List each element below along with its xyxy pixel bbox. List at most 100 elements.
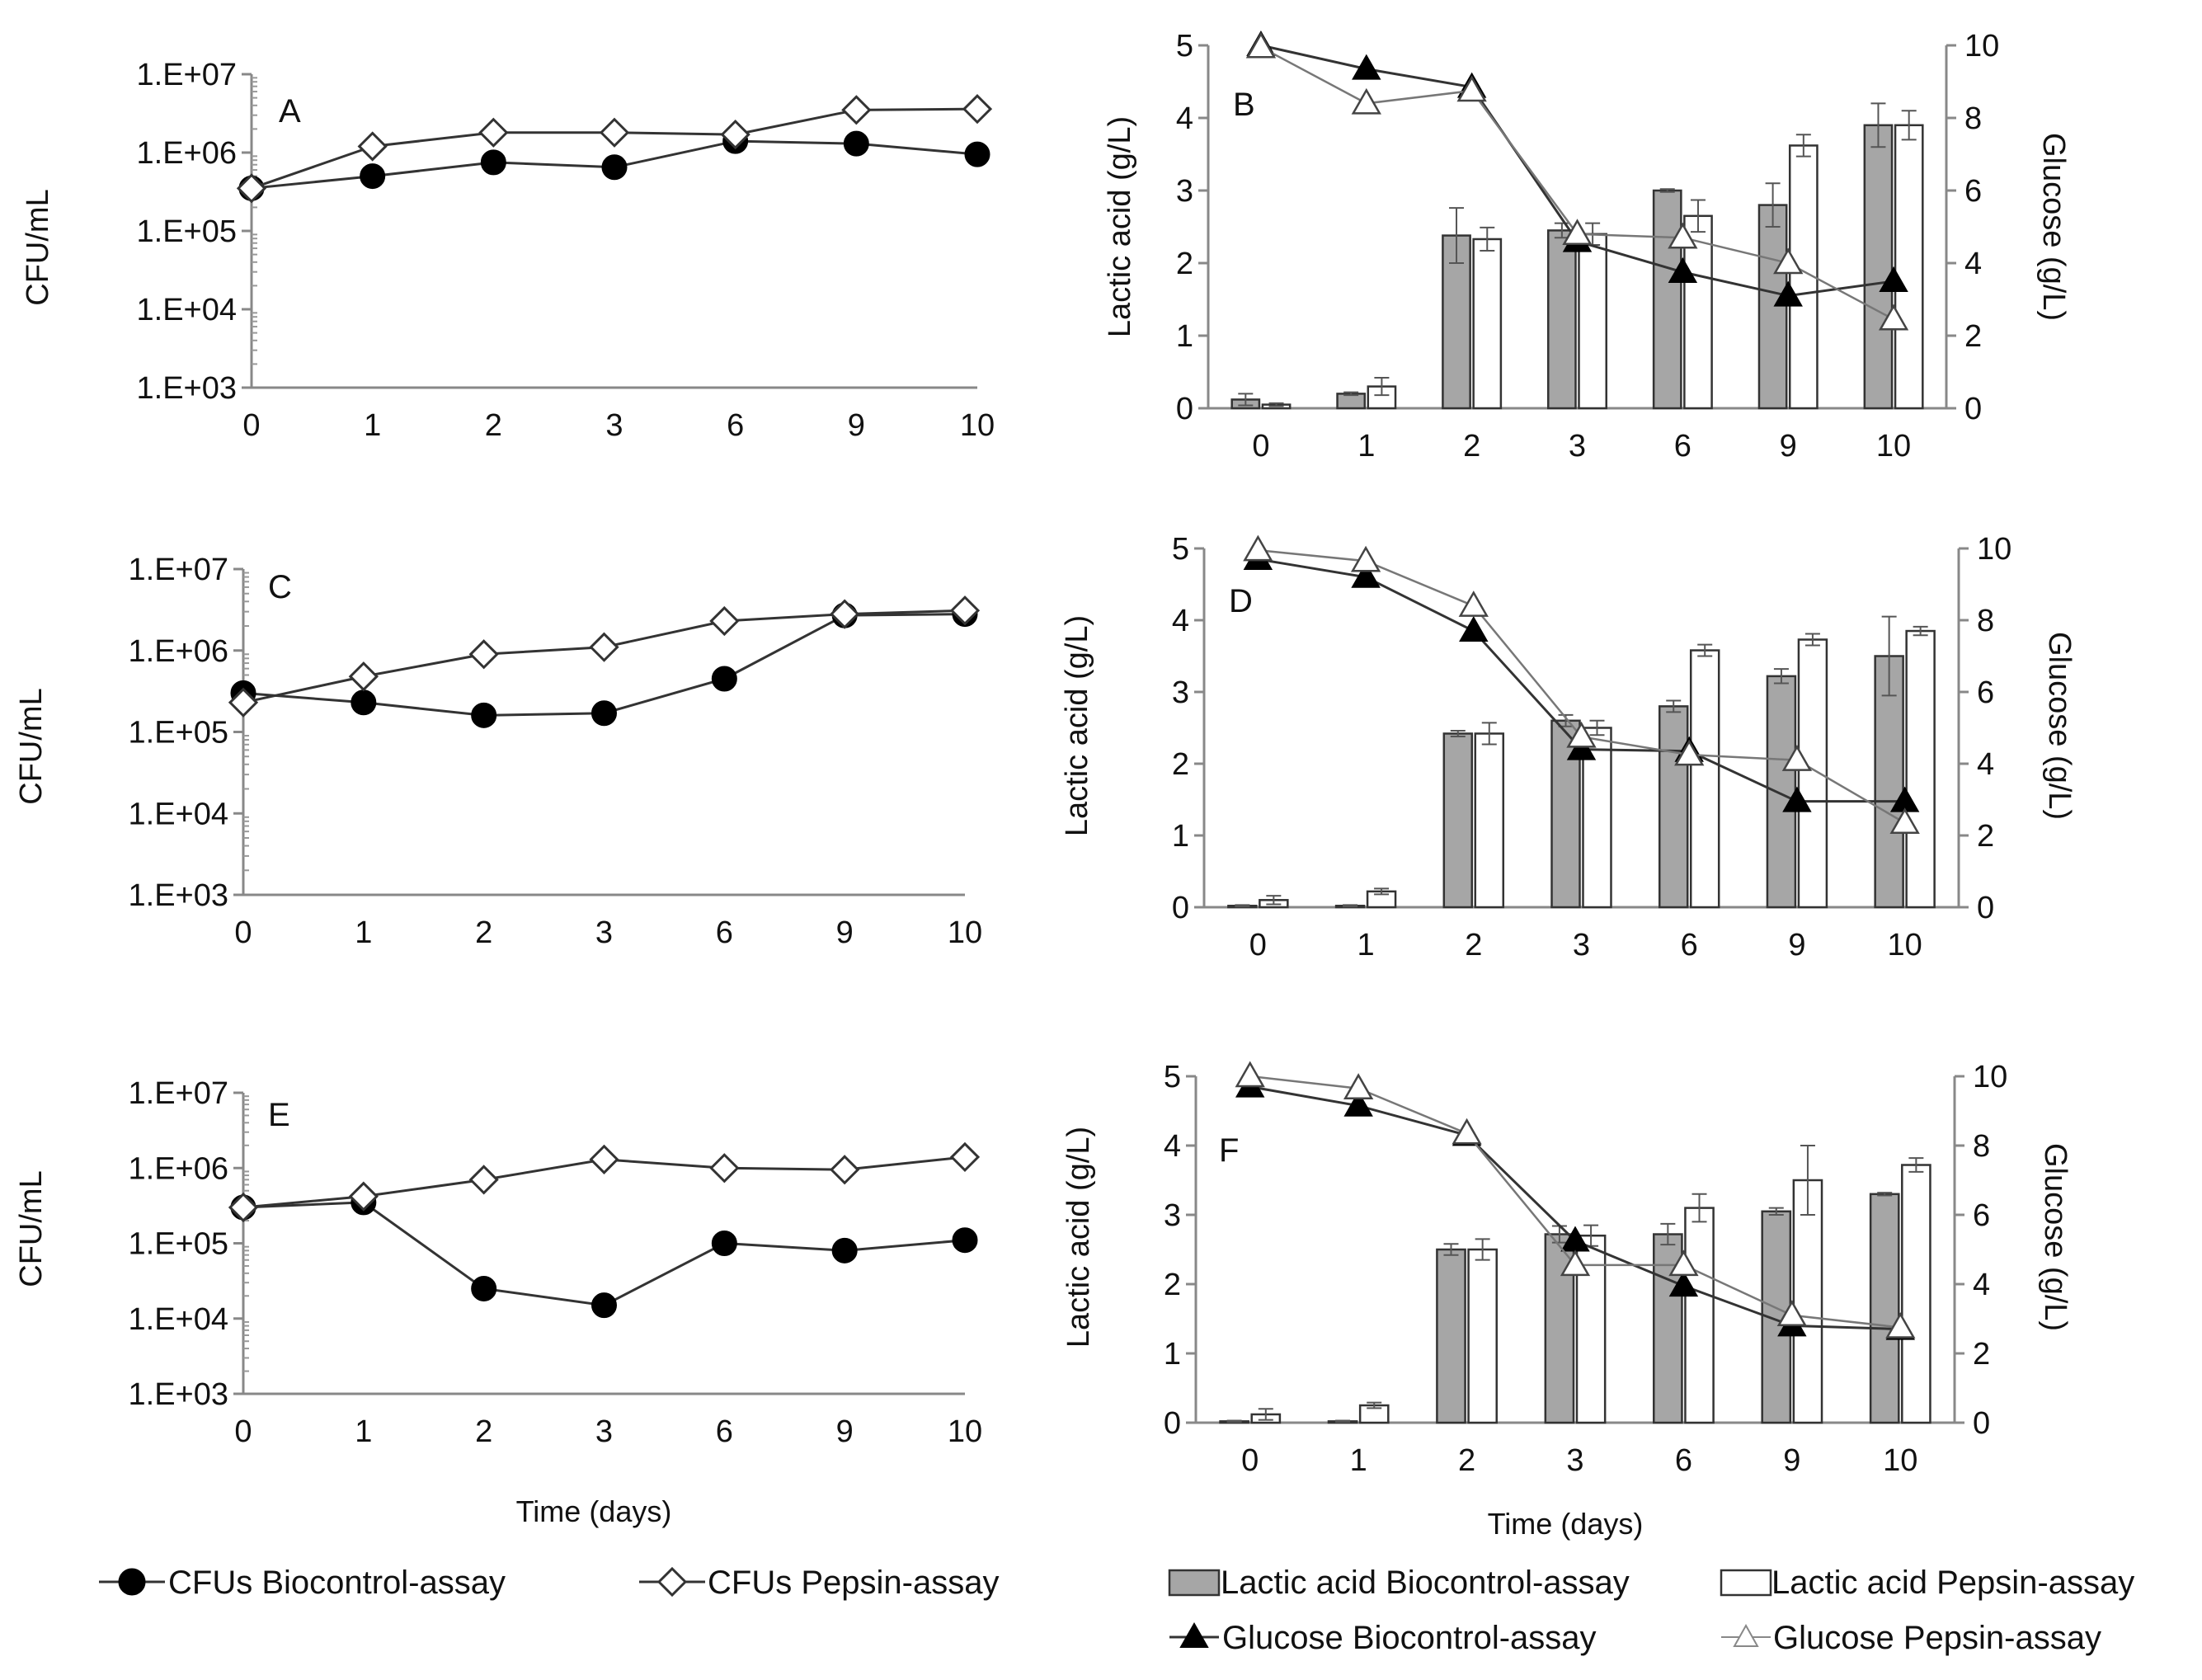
data-point-cfu-biocontrol [831,1237,858,1264]
bar-lactic-pepsin [1792,1179,1823,1424]
data-point-cfu-pepsin [949,595,981,626]
y2-tick-label: 0 [1964,392,1982,426]
y-tick-label: 3 [1172,675,1189,710]
data-point-cfu-biocontrol [351,689,377,716]
y-tick-label: 2 [1172,747,1189,782]
data-point-cfu-biocontrol [591,700,617,727]
data-point-cfu-pepsin [720,119,750,150]
x-tick-label: 6 [716,915,733,950]
y-tick-label: 1.E+05 [129,1227,229,1262]
x-tick-label: 0 [234,1414,252,1449]
bar-lactic-pepsin [1905,629,1936,909]
y2-tick-label: 2 [1977,819,1994,854]
data-point-glucose-pepsin [1343,1073,1374,1099]
data-point-cfu-biocontrol [711,1231,737,1256]
y-tick-label: 1.E+03 [137,371,238,406]
y2-tick-label: 0 [1973,1406,1990,1441]
bar-lactic-biocontrol [1652,189,1682,410]
data-point-glucose-pepsin [1885,1311,1916,1339]
y-tick-label: 1 [1164,1337,1181,1372]
y-tick-label: 1.E+04 [129,797,229,831]
x-tick-label: 2 [475,1414,492,1449]
x-tick-label: 10 [1876,429,1911,464]
y-axis-title: Lactic acid (g/L) [1061,1127,1096,1348]
legend-lactic-pepsin: Lactic acid Pepsin-assay [1720,1565,2134,1601]
panel-e: 1.E+03 1.E+04 1.E+05 1.E+06 1.E+07 0 1 2 3 6 9 10 CF… [14,1076,982,1528]
x-tick-label: 0 [1241,1443,1259,1478]
data-point-glucose-biocontrol [1351,562,1381,588]
data-point-cfu-biocontrol [601,154,628,181]
data-point-cfu-pepsin [357,131,388,162]
y2-tick-label: 2 [1964,319,1982,354]
bar-lactic-pepsin [1474,732,1505,909]
x-tick-label: 6 [1675,1443,1692,1478]
x-tick-label: 9 [848,408,865,443]
bar-lactic-biocontrol [1766,675,1797,909]
x-axis-title: Time (days) [516,1494,672,1528]
y2-tick-label: 6 [1973,1198,1990,1233]
x-tick-label: 9 [836,915,854,950]
data-point-glucose-pepsin [1562,219,1593,246]
bar-lactic-biocontrol [1550,719,1581,909]
data-point-glucose-pepsin [1452,1118,1482,1145]
bar-lactic-biocontrol [1436,1248,1466,1424]
bar-lactic-biocontrol [1874,655,1904,909]
y-tick-label: 1.E+04 [137,293,238,327]
data-point-cfu-biocontrol [471,1275,497,1301]
panel-letter: C [268,569,292,605]
y-tick-label: 1.E+04 [129,1302,229,1337]
panel-a: 1.E+03 1.E+04 1.E+05 1.E+06 1.E+07 0 1 2 3 6 9 10 CF… [21,58,995,443]
data-point-glucose-pepsin [1458,591,1489,617]
x-tick-label: 10 [960,408,995,443]
bar-lactic-biocontrol [1658,705,1689,909]
legend-cfu-biocontrol: CFUs Biocontrol-assay [99,1565,506,1601]
y2-tick-label: 10 [1977,532,2011,567]
data-point-cfu-pepsin [589,1144,619,1174]
panel-d: 0 1 2 3 4 5 0 1 2 3 6 9 10 Lactic acid (g/L) D 0 2 4 6 8 10 G… [1060,532,2077,962]
y2-tick-label: 0 [1977,891,1994,925]
x-tick-label: 3 [605,408,623,443]
legend-label-glucose-biocontrol: Glucose Biocontrol-assay [1222,1620,1597,1656]
y2-axis-title: Glucose (g/L) [2038,1143,2073,1331]
bar-lactic-biocontrol [1869,1193,1900,1424]
y-tick-label: 1.E+03 [129,878,229,913]
y-tick-label: 1 [1172,819,1189,854]
bar-lactic-pepsin [1472,238,1503,410]
panel-f: 0 1 2 3 4 5 0 1 2 3 6 9 10 Lactic acid (g/L) F Time (da… [1061,1060,2073,1541]
data-point-cfu-pepsin [348,1181,379,1212]
panel-letter: D [1229,583,1253,619]
x-tick-label: 6 [1681,928,1698,962]
data-point-cfu-pepsin [478,117,509,148]
y-tick-label: 4 [1176,101,1193,136]
panel-c: 1.E+03 1.E+04 1.E+05 1.E+06 1.E+07 0 1 2 3 6 9 10 CF… [14,553,982,950]
y-tick-label: 5 [1176,29,1193,64]
y-axis-title: Lactic acid (g/L) [1103,116,1137,337]
data-point-cfu-pepsin [830,599,860,629]
x-tick-label: 2 [1465,928,1482,962]
data-point-glucose-pepsin [1560,1249,1591,1277]
y-tick-label: 1.E+05 [129,716,229,751]
x-tick-label: 6 [1674,429,1691,464]
data-point-glucose-pepsin [1351,87,1381,115]
y-tick-label: 1.E+03 [129,1377,229,1412]
data-point-cfu-pepsin [468,639,499,670]
data-point-cfu-biocontrol [711,666,737,692]
x-tick-label: 9 [836,1414,854,1449]
bar-lactic-pepsin [1578,233,1607,410]
data-point-glucose-pepsin [1781,745,1813,771]
data-point-cfu-pepsin [962,94,993,125]
x-tick-label: 6 [727,408,744,443]
data-point-cfu-biocontrol [843,130,869,157]
data-point-cfu-pepsin [841,95,872,125]
legend: CFUs Biocontrol-assay CFUs Pepsin-assay … [99,1565,2134,1656]
y2-tick-label: 4 [1973,1268,1990,1302]
data-point-glucose-biocontrol [1668,256,1698,283]
y2-tick-label: 10 [1973,1060,2007,1094]
y2-tick-label: 4 [1977,747,1994,782]
x-tick-label: 9 [1783,1443,1800,1478]
data-point-glucose-pepsin [1776,1300,1808,1327]
y-tick-label: 4 [1164,1129,1181,1164]
data-point-cfu-pepsin [599,117,630,148]
legend-label-glucose-pepsin: Glucose Pepsin-assay [1773,1620,2101,1656]
y2-tick-label: 8 [1964,101,1982,136]
